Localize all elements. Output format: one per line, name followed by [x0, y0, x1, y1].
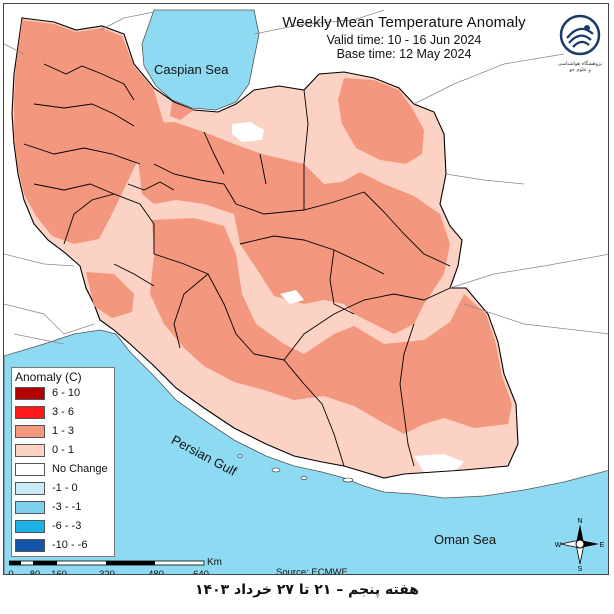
legend-item: -6 - -3 — [15, 520, 115, 533]
persian-caption: هفته پنجم – ۲۱ تا ۲۷ خرداد ۱۴۰۳ — [194, 582, 419, 598]
legend-swatch — [15, 501, 45, 514]
oman-sea-label: Oman Sea — [434, 532, 497, 547]
scale-tick: 160 — [51, 569, 67, 575]
legend-label: -10 - -6 — [52, 539, 88, 551]
compass-s: S — [578, 566, 583, 572]
legend-swatch — [15, 539, 45, 552]
base-time: Base time: 12 May 2024 — [336, 47, 472, 61]
legend-label: -1 - 0 — [52, 482, 78, 494]
legend-item: -3 - -1 — [15, 501, 115, 514]
caspian-sea-label: Caspian Sea — [154, 62, 229, 77]
legend-swatch — [15, 482, 45, 495]
data-source: Source: ECMWF — [276, 567, 348, 575]
legend-label: -3 - -1 — [52, 501, 82, 513]
compass-rose-icon: N S W E — [555, 518, 605, 573]
legend: Anomaly (C) 6 - 10 3 - 6 1 - 3 0 - 1 No … — [11, 367, 115, 557]
swirl-logo-icon — [559, 14, 601, 56]
no-change-regions — [232, 122, 464, 472]
title-block: Weekly Mean Temperature Anomaly Valid ti… — [254, 14, 554, 61]
legend-item: -1 - 0 — [15, 482, 115, 495]
legend-label: 3 - 6 — [52, 406, 75, 418]
legend-swatch — [15, 444, 45, 457]
legend-item: 0 - 1 — [15, 444, 115, 457]
gulf-sea — [4, 329, 608, 574]
caspian-sea — [141, 9, 260, 111]
scale-bar: Km 0 80 160 320 480 640 — [8, 557, 224, 575]
logo-caption-2: و علوم جو — [569, 67, 591, 73]
legend-label: 0 - 1 — [52, 444, 75, 456]
logo-caption-1: پژوهشگاه هواشناسی — [557, 61, 603, 67]
map-canvas — [4, 9, 608, 574]
scale-unit: Km — [207, 557, 222, 568]
legend-swatch — [15, 387, 45, 400]
legend-label: 6 - 10 — [52, 387, 81, 399]
valid-time: Valid time: 10 - 16 Jun 2024 — [326, 33, 482, 47]
compass-e: E — [600, 542, 605, 549]
organization-logo: پژوهشگاه هواشناسی و علوم جو — [552, 14, 608, 78]
legend-title: Anomaly (C) — [15, 370, 82, 384]
scale-tick: 640 — [193, 569, 209, 575]
legend-item: -10 - -6 — [15, 539, 115, 552]
legend-label: -6 - -3 — [52, 520, 82, 532]
islands — [237, 454, 354, 483]
legend-item: 1 - 3 — [15, 425, 115, 438]
country-borders — [4, 9, 608, 345]
map-title: Weekly Mean Temperature Anomaly — [282, 14, 526, 31]
scale-tick: 480 — [148, 569, 164, 575]
legend-swatch — [15, 520, 45, 533]
legend-swatch — [15, 425, 45, 438]
scale-bar-graphic — [9, 560, 205, 566]
anomaly-1-3-regions — [14, 20, 512, 434]
legend-item: 3 - 6 — [15, 406, 115, 419]
legend-swatch — [15, 406, 45, 419]
compass-n: N — [577, 518, 582, 525]
legend-swatch — [15, 463, 45, 476]
scale-tick: 0 — [8, 569, 14, 575]
province-borders — [23, 63, 451, 467]
north-arrow: N S W E — [555, 516, 605, 573]
legend-item: No Change — [15, 463, 115, 476]
legend-label: 1 - 3 — [52, 425, 75, 437]
legend-label: No Change — [52, 463, 108, 475]
compass-w: W — [555, 542, 562, 549]
scale-tick: 320 — [99, 569, 115, 575]
legend-item: 6 - 10 — [15, 387, 115, 400]
scale-tick: 80 — [29, 569, 41, 575]
map-frame: Weekly Mean Temperature Anomaly Valid ti… — [3, 3, 609, 575]
